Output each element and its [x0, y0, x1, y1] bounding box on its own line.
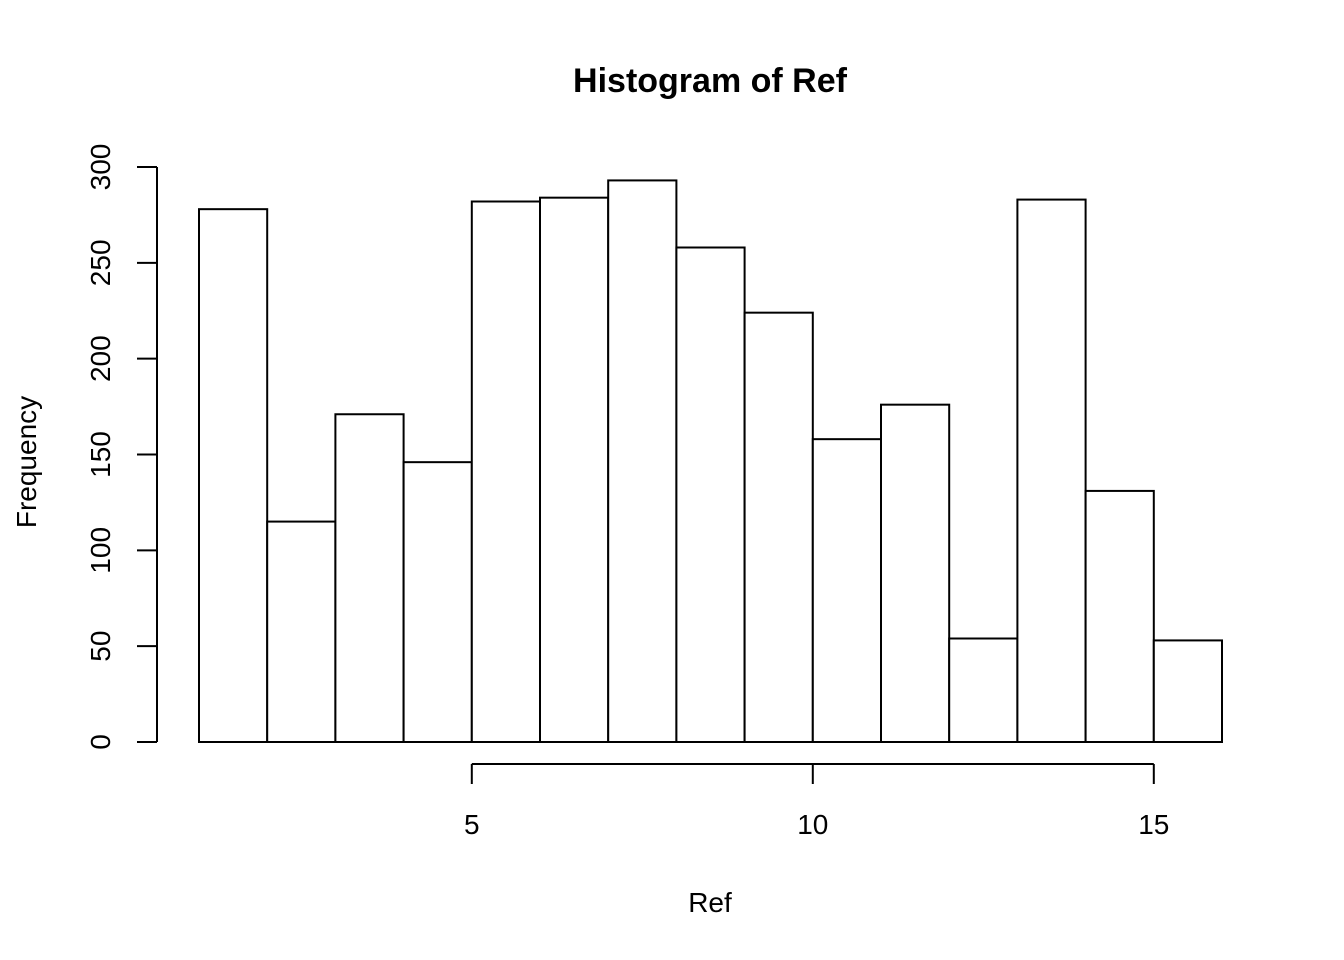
x-tick-label: 15 — [1138, 809, 1169, 840]
y-axis: 0 50 100 150 200 250 300 — [85, 144, 158, 750]
histogram-bar — [675, 246, 746, 743]
y-tick-label: 50 — [85, 631, 116, 662]
histogram-bar — [402, 461, 473, 743]
histogram-bar — [334, 413, 405, 743]
histogram-bar — [198, 208, 269, 743]
chart-title: Histogram of Ref — [573, 62, 848, 100]
y-tick-label: 300 — [85, 144, 116, 191]
histogram-bar — [1016, 198, 1087, 744]
histogram-bar — [811, 438, 882, 743]
histogram-bar — [1152, 639, 1224, 744]
histogram-bar — [470, 200, 541, 743]
histogram-bar — [948, 637, 1019, 743]
y-tick-label: 200 — [85, 335, 116, 382]
x-axis: 5 10 15 — [464, 763, 1169, 840]
x-axis-label: Ref — [688, 887, 732, 918]
histogram-bar — [1084, 489, 1155, 743]
y-tick-label: 150 — [85, 431, 116, 478]
histogram-bar — [743, 311, 814, 743]
x-tick-label: 5 — [464, 809, 480, 840]
y-tick-label: 100 — [85, 527, 116, 574]
histogram-bar — [607, 179, 678, 743]
histogram-bar — [539, 196, 610, 743]
x-tick-label: 10 — [797, 809, 828, 840]
y-tick-label: 250 — [85, 239, 116, 286]
histogram-bar — [880, 403, 951, 743]
histogram-bar — [266, 520, 337, 743]
y-tick-label: 0 — [85, 734, 116, 750]
y-axis-label: Frequency — [11, 396, 42, 528]
bars-group — [198, 179, 1224, 744]
